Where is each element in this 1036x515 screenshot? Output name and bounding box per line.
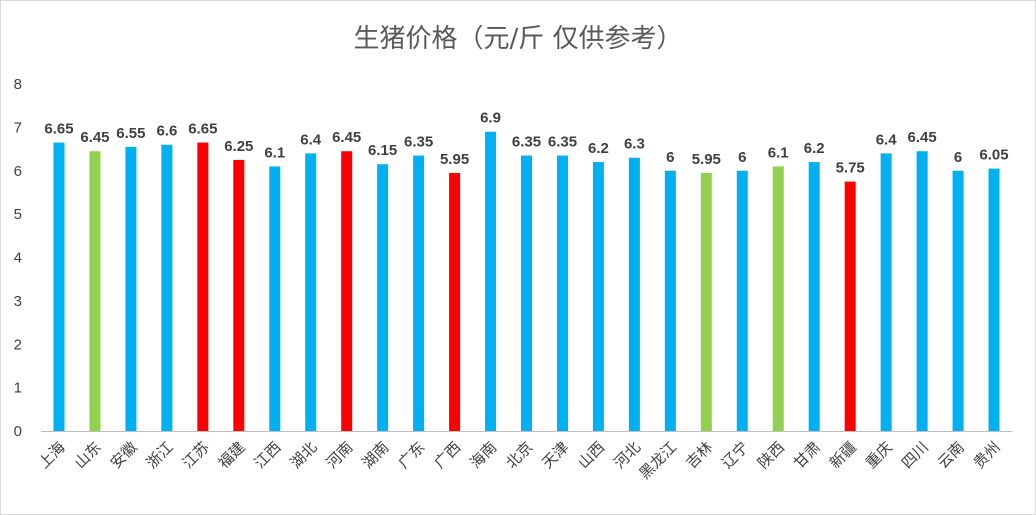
- data-label: 6.25: [224, 138, 253, 155]
- y-tick-label: 2: [14, 336, 22, 353]
- data-label: 6: [954, 149, 962, 166]
- y-tick-label: 3: [14, 293, 22, 310]
- data-label: 6.4: [876, 131, 898, 148]
- bar: [305, 153, 317, 431]
- bar: [556, 155, 568, 431]
- chart-title: 生猪价格（元/斤 仅供参考）: [353, 24, 682, 54]
- data-label: 5.95: [692, 151, 721, 168]
- x-tick-label: 湖南: [359, 438, 393, 472]
- data-label: 5.75: [836, 160, 865, 177]
- data-label: 6.35: [548, 134, 577, 151]
- bar: [592, 162, 604, 431]
- x-tick-label: 云南: [934, 438, 968, 472]
- y-tick-label: 4: [14, 250, 22, 267]
- x-tick-label: 山西: [574, 438, 608, 472]
- bar: [916, 151, 928, 431]
- x-tick-label: 江苏: [179, 438, 213, 472]
- data-label: 6.15: [368, 142, 397, 159]
- bar: [700, 172, 712, 431]
- bar: [269, 166, 281, 431]
- data-label: 6.45: [907, 129, 936, 146]
- y-tick-label: 1: [14, 380, 22, 397]
- data-labels-group: 6.65 6.45 6.55 6.6 6.65 6.25 6.1 6.4 6.45 6.15 6.3…: [44, 110, 1008, 177]
- bar: [628, 157, 640, 432]
- x-tick-label: 安徽: [107, 438, 141, 472]
- x-tick-label: 广东: [394, 438, 428, 472]
- x-tick-label: 山东: [71, 438, 105, 472]
- x-tick-label: 广西: [430, 438, 464, 472]
- x-axis: 上海 山东 安徽 浙江 江苏 福建 江西 湖北 河南 湖南 广东 广西 海南 北京 天津 山西 河北黑龙江 吉林辽…: [35, 438, 1004, 483]
- y-tick-label: 0: [14, 423, 22, 440]
- x-tick-label: 浙江: [143, 438, 177, 472]
- bar: [449, 172, 461, 431]
- bar: [808, 162, 820, 431]
- x-tick-label: 北京: [502, 438, 536, 472]
- bar: [988, 168, 1000, 432]
- y-tick-label: 6: [14, 163, 22, 180]
- x-tick-label: 吉林: [682, 438, 716, 472]
- data-label: 6.45: [80, 129, 109, 146]
- data-label: 6.65: [44, 121, 73, 138]
- x-tick-label: 四川: [898, 438, 932, 472]
- x-tick-label: 福建: [215, 438, 249, 472]
- x-tick-label: 天津: [538, 438, 572, 472]
- y-axis: 0 1 2 3 4 5 6 7 8: [14, 76, 22, 440]
- x-tick-label: 新疆: [826, 438, 860, 472]
- data-label: 6.2: [804, 140, 825, 157]
- bar: [161, 144, 173, 431]
- y-tick-label: 7: [14, 119, 22, 136]
- data-label: 6.6: [156, 123, 177, 140]
- data-label: 6.3: [624, 136, 645, 153]
- y-tick-label: 5: [14, 206, 22, 223]
- x-tick-label: 湖北: [287, 438, 321, 472]
- data-label: 6.45: [332, 129, 361, 146]
- x-tick-label: 河南: [323, 438, 357, 472]
- bar: [844, 181, 856, 431]
- data-label: 6: [666, 149, 674, 166]
- bar: [521, 155, 532, 431]
- bar: [197, 142, 209, 431]
- bar: [89, 151, 101, 431]
- bar: [377, 164, 389, 431]
- data-label: 6.55: [116, 125, 145, 142]
- data-label: 6.35: [404, 134, 433, 151]
- data-label: 6.65: [188, 121, 217, 138]
- bar: [233, 159, 245, 431]
- data-label: 5.95: [440, 151, 469, 168]
- data-label: 6.9: [480, 110, 501, 127]
- data-label: 6.1: [768, 144, 789, 161]
- bar: [664, 170, 676, 431]
- bar: [341, 151, 353, 431]
- bar: [485, 131, 497, 431]
- x-tick-label: 甘肃: [790, 438, 824, 472]
- bar: [880, 153, 892, 431]
- x-tick-label: 上海: [35, 438, 69, 472]
- x-tick-label: 黑龙江: [636, 438, 681, 483]
- x-tick-label: 陕西: [754, 438, 788, 472]
- x-tick-label: 贵州: [970, 438, 1004, 472]
- bar: [772, 166, 784, 431]
- data-label: 6: [738, 149, 746, 166]
- x-tick-label: 辽宁: [718, 438, 752, 472]
- x-tick-label: 海南: [466, 438, 500, 472]
- data-label: 6.05: [979, 147, 1008, 164]
- data-label: 6.1: [264, 144, 285, 161]
- bar: [736, 170, 748, 431]
- data-label: 6.35: [512, 134, 541, 151]
- data-label: 6.4: [300, 131, 322, 148]
- x-tick-label: 重庆: [862, 438, 896, 472]
- bar: [413, 155, 425, 431]
- bar: [125, 146, 137, 432]
- bars-group: [53, 131, 1000, 432]
- x-tick-label: 江西: [251, 438, 285, 472]
- data-label: 6.2: [588, 140, 609, 157]
- y-tick-label: 8: [14, 76, 22, 93]
- bar: [53, 142, 65, 431]
- bar: [952, 170, 964, 431]
